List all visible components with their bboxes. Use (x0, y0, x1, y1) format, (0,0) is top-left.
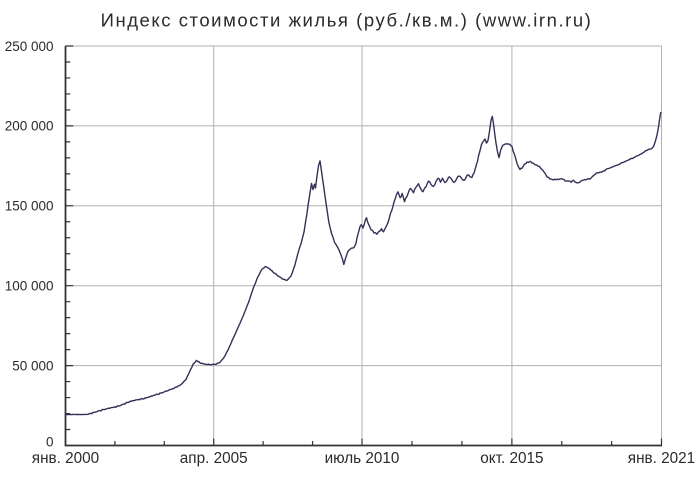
svg-text:150 000: 150 000 (5, 199, 54, 214)
svg-text:Индекс стоимости жилья (руб./к: Индекс стоимости жилья (руб./кв.м.) (www… (101, 10, 593, 31)
svg-text:200 000: 200 000 (5, 119, 54, 134)
svg-text:окт. 2015: окт. 2015 (480, 450, 543, 467)
svg-text:0: 0 (46, 435, 54, 450)
svg-text:янв. 2021: янв. 2021 (628, 450, 695, 467)
svg-text:250 000: 250 000 (5, 39, 54, 54)
svg-text:100 000: 100 000 (5, 279, 54, 294)
svg-text:июль 2010: июль 2010 (325, 450, 400, 467)
svg-text:50 000: 50 000 (12, 358, 53, 373)
svg-text:апр. 2005: апр. 2005 (180, 450, 248, 467)
svg-text:янв. 2000: янв. 2000 (32, 450, 99, 467)
